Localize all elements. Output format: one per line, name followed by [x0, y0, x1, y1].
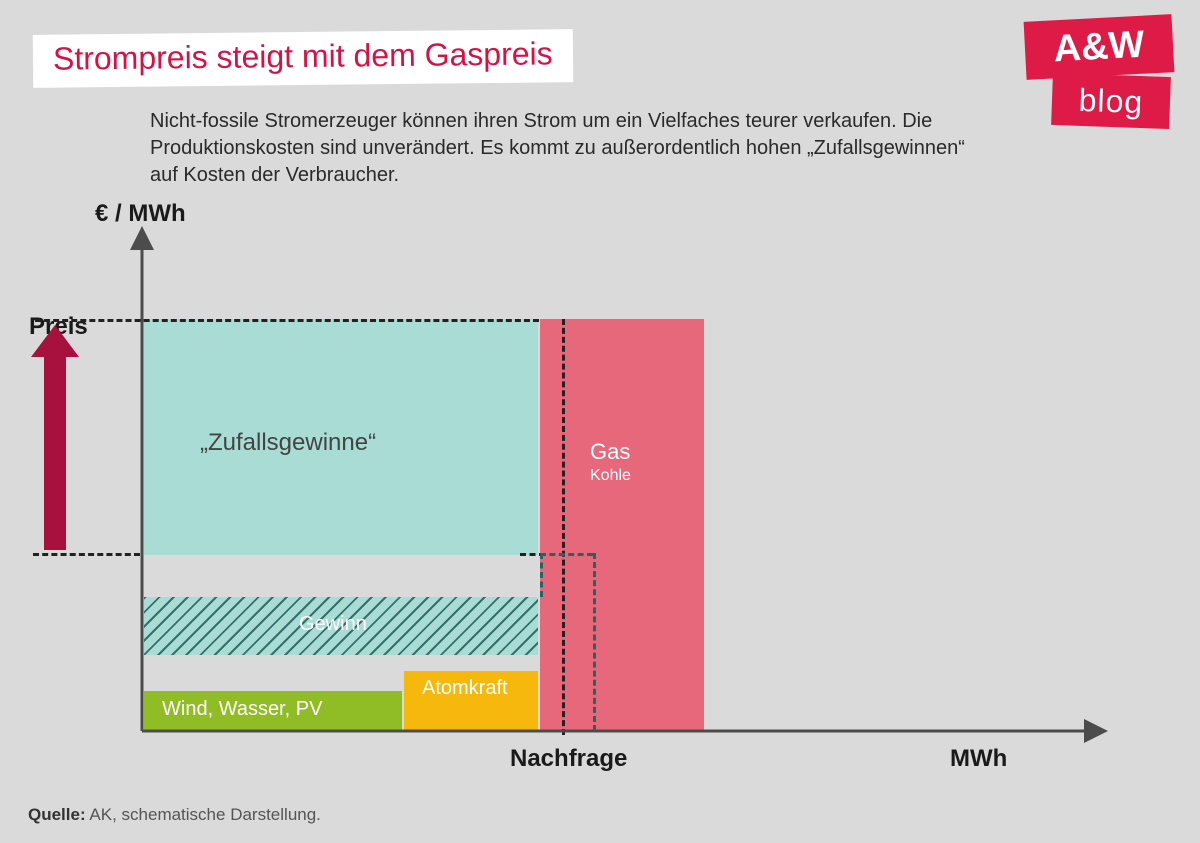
source-text: Quelle: AK, schematische Darstellung. [28, 805, 321, 825]
dashed-high-price [35, 319, 539, 322]
y-axis-label: € / MWh [95, 200, 186, 228]
logo-top: A&W [1024, 14, 1175, 80]
dashed-demand-line [562, 319, 565, 735]
logo-bottom: blog [1051, 73, 1171, 129]
subtitle-text: Nicht-fossile Stromerzeuger können ihren… [150, 108, 980, 189]
demand-label: Nachfrage [510, 745, 627, 773]
source-prefix: Quelle: [28, 805, 86, 824]
title-box: Strompreis steigt mit dem Gaspreis [33, 29, 573, 88]
x-axis-label: MWh [950, 745, 1007, 773]
bar-renewables: Wind, Wasser, PV [144, 691, 402, 731]
dashed-gas-step-left [540, 553, 543, 597]
bar-zufallsgewinne-label: „Zufallsgewinne“ [200, 429, 376, 457]
bar-nuclear: Atomkraft [404, 671, 538, 731]
dashed-gas-step-right [593, 553, 596, 731]
bar-gas-sublabel: Kohle [590, 467, 631, 485]
title-text: Strompreis steigt mit dem Gaspreis [53, 35, 553, 76]
dashed-gas-step-top [540, 553, 593, 556]
price-arrow-icon [44, 355, 66, 550]
dashed-low-left [33, 553, 140, 556]
bar-renewables-label: Wind, Wasser, PV [162, 698, 322, 721]
bar-gas-label: Gas [590, 439, 630, 465]
bar-zufallsgewinne: „Zufallsgewinne“ [144, 319, 538, 555]
bar-nuclear-label: Atomkraft [422, 677, 508, 700]
bar-gewinn-label: Gewinn [299, 613, 367, 636]
source-body: AK, schematische Darstellung. [86, 805, 321, 824]
bar-gewinn: Gewinn [144, 597, 538, 655]
